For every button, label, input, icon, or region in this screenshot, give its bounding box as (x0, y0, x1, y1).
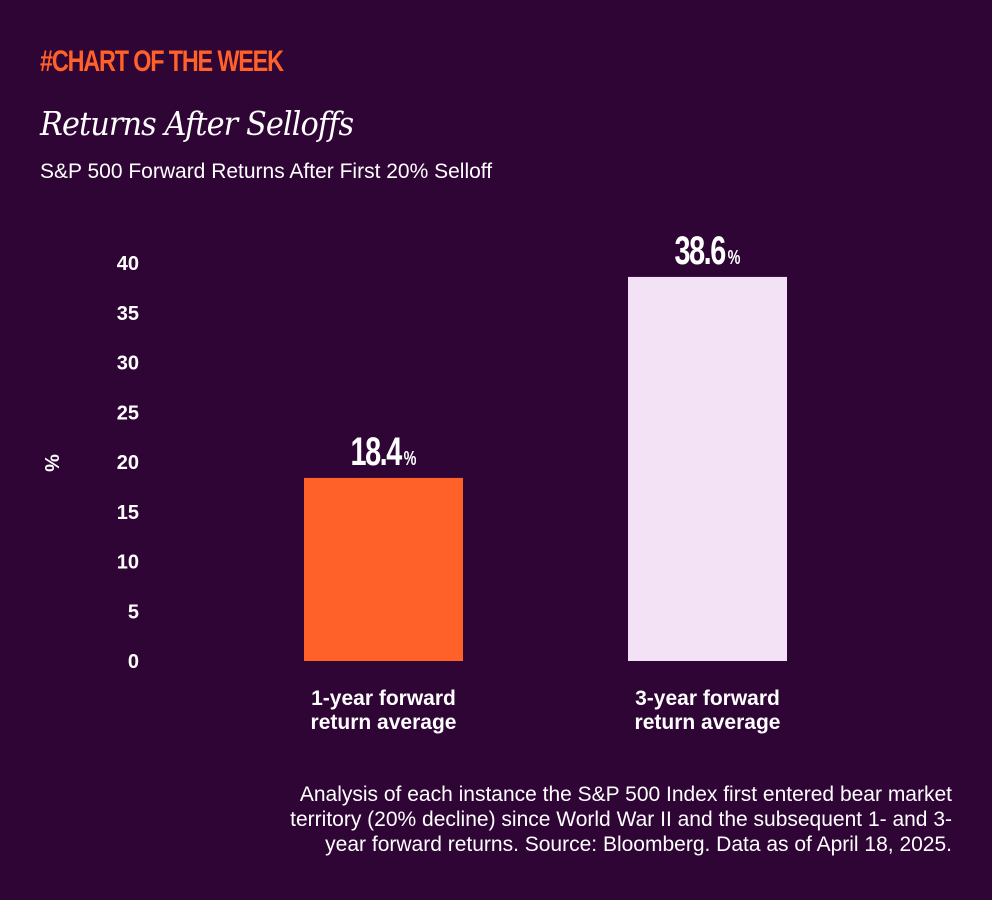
value-label: 38.6% (675, 228, 741, 273)
category-label: 3-year forward (635, 687, 780, 710)
y-tick-label: 20 (117, 452, 139, 474)
y-axis-ticks: 0 5 10 15 20 25 30 35 40 (117, 253, 139, 673)
category-label: return average (635, 711, 781, 734)
value-labels-group: 18.4 %38.6% (351, 228, 741, 474)
kicker-label: #CHART OF THE WEEK (40, 45, 284, 78)
y-axis-label: % (40, 454, 62, 472)
chart-title: Returns After Selloffs (40, 104, 354, 143)
footnote-line: Analysis of each instance the S&P 500 In… (299, 783, 952, 806)
y-tick-label: 10 (117, 552, 139, 574)
value-label: 18.4% (351, 429, 417, 474)
y-tick-label: 30 (117, 353, 139, 375)
bar-1 (304, 477, 463, 661)
chart-subtitle: S&P 500 Forward Returns After First 20% … (40, 160, 493, 183)
y-tick-label: 25 (117, 402, 139, 424)
value-number: 38.6 (675, 228, 726, 273)
y-tick-label: 40 (117, 253, 139, 275)
value-suffix: % (728, 246, 741, 269)
category-label: return average (311, 711, 457, 734)
category-label: 1-year forward (311, 687, 456, 710)
footnote-line: territory (20% decline) since World War … (290, 808, 952, 831)
footnote-line: year forward returns. Source: Bloomberg.… (325, 833, 952, 856)
y-tick-label: 0 (128, 651, 139, 673)
footnote: Analysis of each instance the S&P 500 In… (152, 782, 952, 857)
value-number: 18.4 (351, 429, 403, 474)
y-tick-label: 5 (128, 601, 139, 623)
y-tick-label: 15 (117, 502, 139, 524)
bars-group (304, 276, 787, 661)
bar-2 (628, 276, 787, 661)
value-suffix: % (404, 447, 417, 470)
y-tick-label: 35 (117, 303, 139, 325)
